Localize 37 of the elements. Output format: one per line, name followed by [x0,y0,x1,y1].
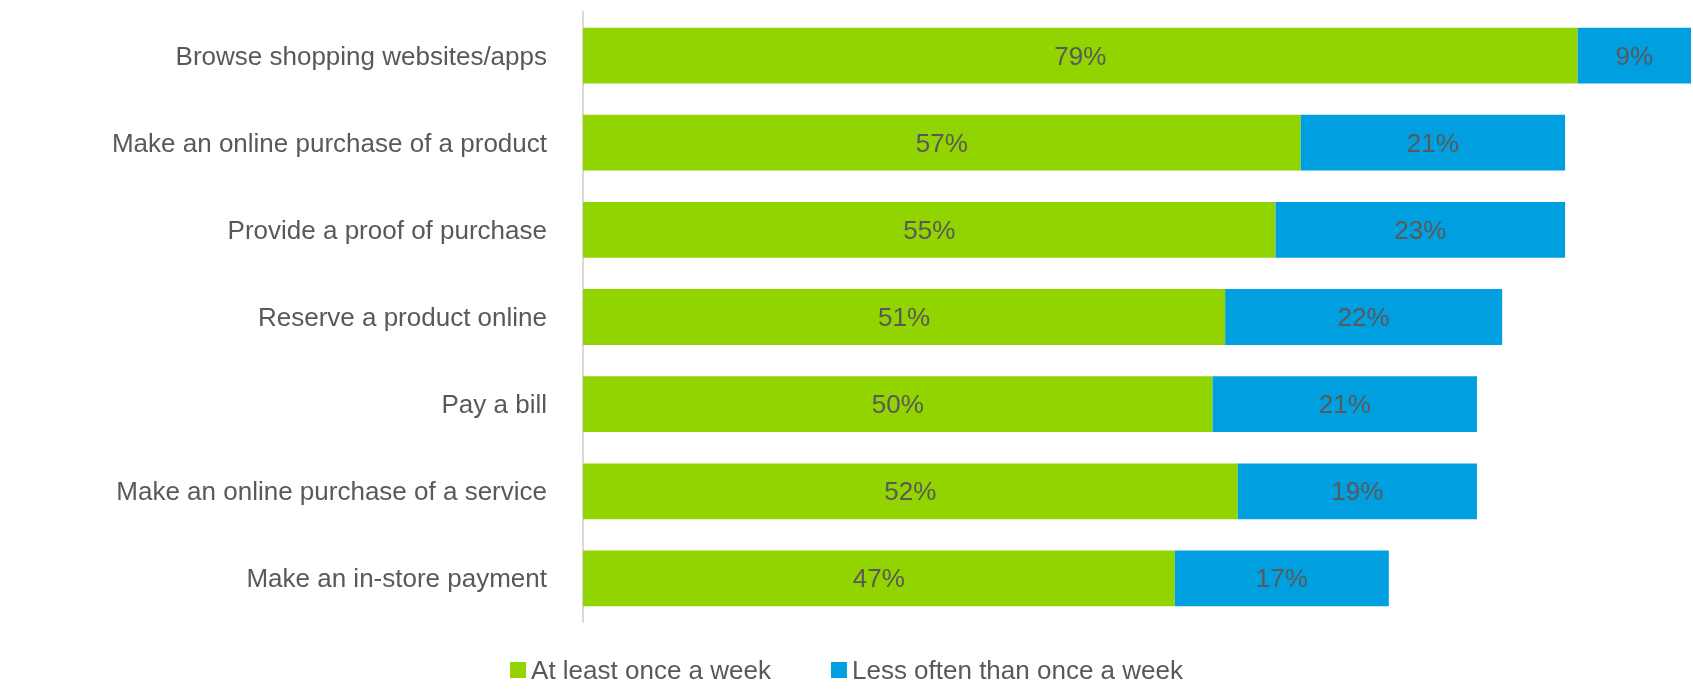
data-label: 79% [1054,40,1107,71]
bar [1174,550,1389,607]
bar [583,114,1301,171]
bar [1577,27,1691,84]
bar [1237,463,1477,520]
bar [583,27,1578,84]
bar [1212,376,1477,433]
bar [583,376,1213,433]
y-tick-label: Reserve a product online [257,302,547,332]
data-label: 47% [852,563,905,594]
data-label: 55% [903,214,956,245]
y-tick-label: Browse shopping websites/apps [175,40,547,71]
data-label: 50% [871,389,924,420]
legend-label: At least once a week [531,655,772,685]
y-tick-label: Make an in-store payment [246,563,548,594]
data-label: 57% [915,127,968,158]
bar [583,289,1226,345]
bar [1275,201,1566,258]
y-tick-label: Make an online purchase of a service [116,476,547,507]
bar [583,463,1238,520]
bar [583,201,1276,258]
legend-label: Less often than once a week [851,655,1184,685]
y-tick-label: Provide a proof of purchase [227,214,547,245]
data-label: 21% [1318,389,1371,420]
data-label: 23% [1394,214,1447,245]
y-tick-label: Make an online purchase of a product [111,127,548,158]
data-label: 19% [1331,476,1384,507]
data-label: 9% [1615,40,1654,71]
data-label: 17% [1255,563,1308,594]
data-label: 22% [1337,302,1390,332]
data-label: 52% [884,476,937,507]
bar [1300,114,1566,171]
data-label: 51% [878,302,931,332]
bar [1225,289,1503,345]
y-tick-label: Pay a bill [441,389,547,420]
bar [583,550,1175,607]
data-label: 21% [1406,127,1459,158]
